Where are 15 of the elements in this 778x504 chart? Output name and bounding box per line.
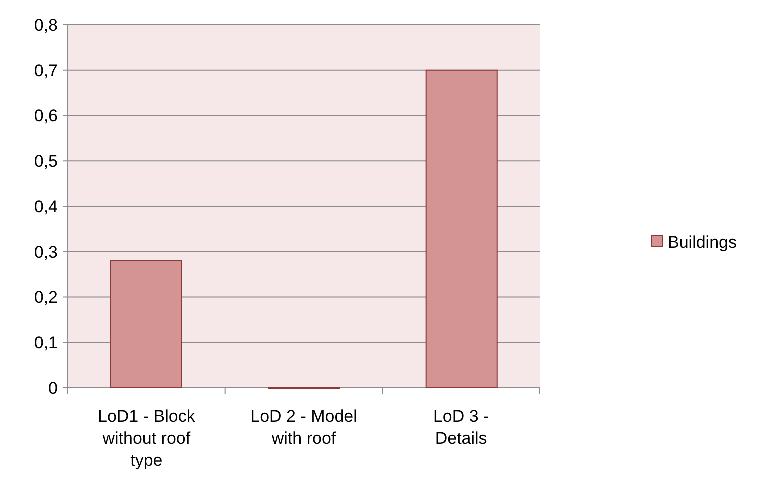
x-tick-label: LoD1 - Block without roof type bbox=[98, 407, 196, 470]
y-tick-label: 0 bbox=[48, 378, 58, 398]
y-tick-label: 0,6 bbox=[34, 106, 58, 126]
x-tick-label: LoD 3 - Details bbox=[433, 407, 490, 448]
y-tick-label: 0,8 bbox=[34, 16, 58, 35]
legend-label: Buildings bbox=[668, 232, 737, 252]
y-tick-label: 0,1 bbox=[34, 334, 58, 353]
y-tick-label: 0,5 bbox=[34, 152, 58, 172]
x-tick-label: LoD 2 - Model with roof bbox=[250, 407, 358, 448]
y-tick-label: 0,4 bbox=[34, 197, 58, 216]
bar bbox=[110, 260, 182, 388]
y-tick-label: 0,7 bbox=[34, 61, 58, 80]
y-tick-label: 0,2 bbox=[34, 288, 58, 308]
bar bbox=[426, 70, 498, 388]
y-tick-label: 0,3 bbox=[34, 242, 58, 262]
